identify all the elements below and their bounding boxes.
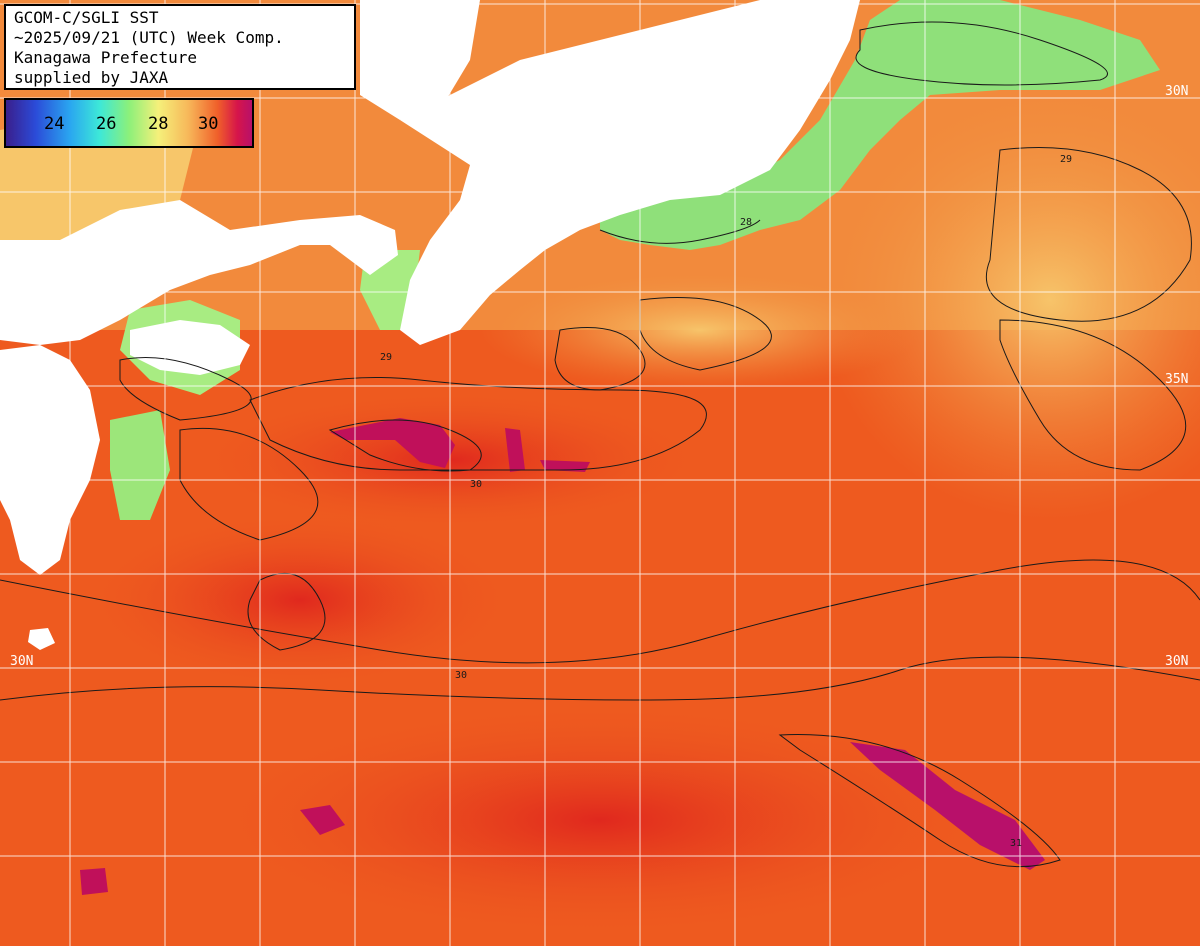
hot-patch-d [850, 742, 1045, 870]
land-honshu [400, 0, 860, 345]
title-line-4: supplied by JAXA [14, 68, 169, 87]
east-cool-patch [820, 80, 1200, 520]
title-box: GCOM-C/SGLI SST ~2025/09/21 (UTC) Week C… [4, 4, 356, 90]
legend-tick-24: 24 [44, 114, 65, 134]
contour-label-29b: 29 [1060, 154, 1072, 165]
coastal-green-kyushu [110, 410, 170, 520]
legend-tick-30: 30 [198, 114, 219, 134]
lat-label-left-30n: 30N [10, 654, 34, 669]
lat-label-right-top: 30N [1165, 84, 1189, 99]
land-small-island [28, 628, 55, 650]
legend-tick-26: 26 [96, 114, 117, 134]
lat-label-right-35n: 35N [1165, 372, 1189, 387]
hot-patch-c [540, 460, 590, 472]
contour-label-29a: 29 [380, 352, 392, 363]
warm-patch-2 [80, 510, 520, 690]
legend-tick-28: 28 [148, 114, 169, 134]
hot-patch-e [300, 805, 345, 835]
contour-label-30b: 30 [455, 670, 467, 681]
hot-patch-a [330, 418, 455, 468]
land-izu [470, 150, 492, 185]
title-line-1: GCOM-C/SGLI SST [14, 8, 159, 27]
central-cool-patch [480, 270, 920, 390]
contour-lines [0, 21, 1200, 868]
contour-label-30a: 30 [470, 479, 482, 490]
title-line-3: Kanagawa Prefecture [14, 48, 198, 67]
hot-patch-b [505, 428, 525, 472]
color-legend: 24 26 28 30 [4, 98, 254, 148]
land-korea-honshu-west [0, 200, 398, 345]
contour-label-31a: 31 [1010, 838, 1022, 849]
land-kyushu [0, 345, 100, 575]
warm-patch-3 [200, 700, 1000, 940]
title-line-2: ~2025/09/21 (UTC) Week Comp. [14, 28, 284, 47]
lat-label-right-30n: 30N [1165, 654, 1189, 669]
contour-label-28a: 28 [740, 217, 752, 228]
land-shikoku [130, 320, 250, 375]
hot-patch-f [80, 868, 108, 895]
